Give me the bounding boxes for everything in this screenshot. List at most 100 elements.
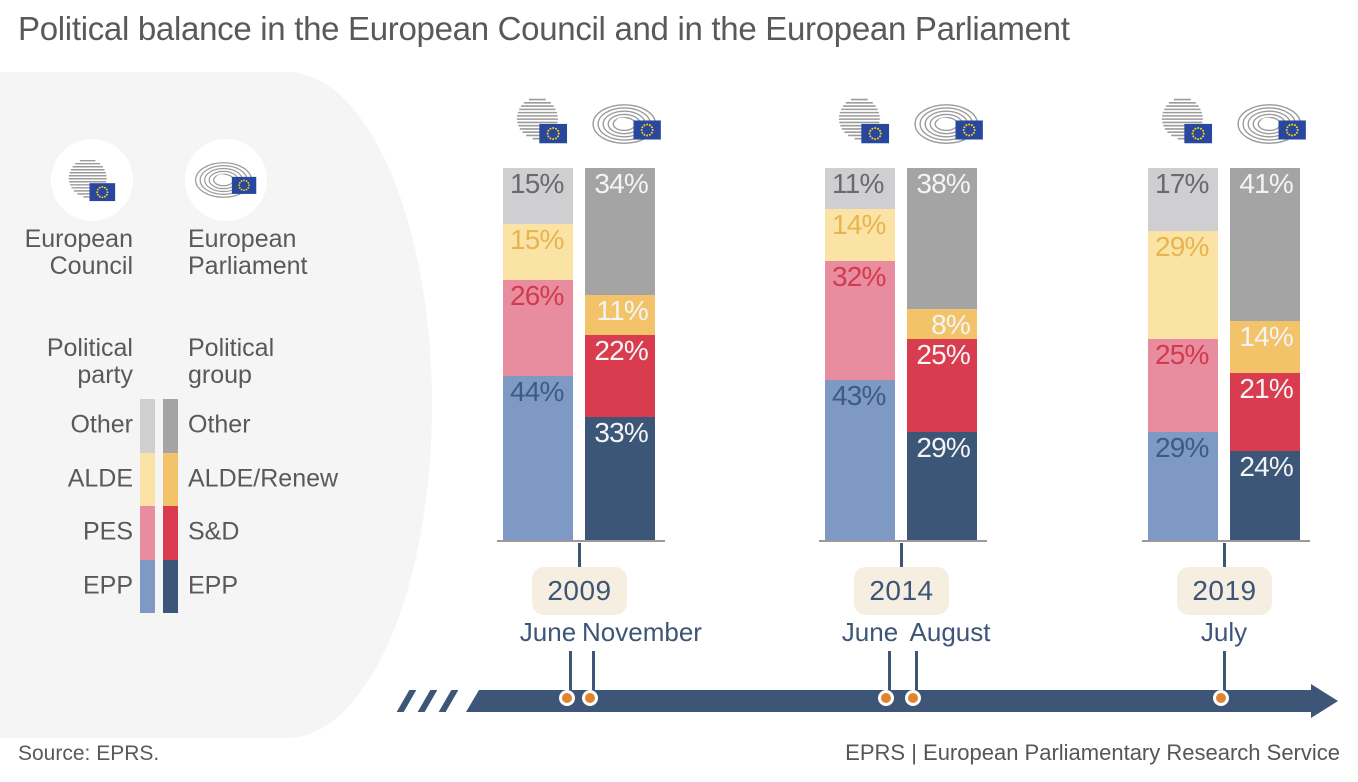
year-label: 2009 [547,575,612,606]
eu-parliament-icon [909,102,989,146]
bar-segment: 44% [503,376,573,540]
parliament-label: European Parliament [188,226,308,280]
segment-value-label: 43% [832,379,886,411]
bar-segment: 21% [1230,372,1300,451]
legend-group-alde-renew: ALDE/Renew [188,464,339,493]
group-color-strip [163,399,178,613]
legend-party-other: Other [70,410,133,439]
legend-color-swatch [163,506,178,560]
parliament-label-line1: European [188,225,297,253]
bar-baseline [1142,540,1310,542]
eu-council-icon [515,95,569,147]
bar-segment: 29% [907,432,977,541]
bar-group-2014: 11% 14% 32% 43% 38% 8% 25% 29% 2014 June August [819,0,993,782]
bar-group-2019: 17% 29% 25% 29% 41% 14% 21% 24% 2019 July [1142,0,1316,782]
month-tick [568,651,572,700]
legend-color-swatch [140,559,155,613]
legend-color-swatch [140,399,155,453]
council-label-line2: Council [49,252,133,280]
timeline-hatch [438,690,459,712]
segment-value-label: 14% [1239,320,1293,352]
council-bar: 11% 14% 32% 43% [825,168,895,540]
segment-value-label: 17% [1155,168,1209,199]
bar-group-2009: 15% 15% 26% 44% 34% 11% 22% 33% 2009 June Novem… [497,0,702,782]
bar-segment: 11% [825,168,895,209]
bar-segment: 11% [585,294,655,336]
year-connector [900,543,903,567]
month-label: July [1200,617,1248,647]
legend-color-swatch [140,452,155,506]
bar-segment: 25% [1148,339,1218,433]
legend-color-swatch [163,559,178,613]
group-title-line1: Political [188,334,275,362]
source-note: Source: EPRS. [18,742,160,765]
timeline-hatch [396,690,417,712]
segment-value-label: 29% [916,432,970,464]
segment-value-label: 11% [596,294,648,326]
bar-segment: 38% [907,168,977,310]
year-badge: 2019 [1177,567,1272,615]
credit-note: EPRS | European Parliamentary Research S… [845,740,1340,765]
party-title-line2: party [77,361,133,389]
month-label: June [841,617,899,647]
segment-value-label: 15% [510,223,564,255]
page-title: Political balance in the European Counci… [18,10,1070,47]
month-tick [1222,651,1226,700]
month-label: November [582,617,702,647]
year-badge: 2014 [854,567,949,615]
legend-color-swatch [163,452,178,506]
segment-value-label: 8% [931,309,971,341]
year-label: 2014 [869,575,934,606]
political-group-column-title: Political group [188,335,274,389]
bar-segment: 24% [1230,450,1300,540]
bar-segment: 14% [1230,320,1300,373]
segment-value-label: 38% [916,168,970,199]
segment-value-label: 32% [832,260,886,292]
bar-segment: 43% [825,379,895,540]
year-badge: 2009 [532,567,627,615]
legend-group-sd: S&D [188,517,240,546]
parliament-bar: 41% 14% 21% 24% [1230,168,1300,540]
timeline-dot [1213,690,1229,706]
bar-segment: 34% [585,168,655,295]
parliament-bar: 34% 11% 22% 33% [585,168,655,540]
segment-value-label: 33% [594,417,648,449]
segment-value-label: 15% [510,168,564,199]
segment-value-label: 24% [1239,450,1293,482]
segment-value-label: 25% [1155,339,1209,371]
legend-party-epp: EPP [82,571,133,600]
month-tick [887,651,891,700]
party-color-strip [140,399,155,613]
council-label-line1: European [24,225,133,253]
legend-group-epp: EPP [188,571,239,600]
legend-party-pes: PES [82,517,133,546]
timeline-dot [905,690,921,706]
bar-segment: 25% [907,339,977,433]
eu-council-icon [837,95,891,147]
segment-value-label: 11% [832,168,884,199]
bar-segment: 15% [503,223,573,280]
council-bar: 17% 29% 25% 29% [1148,168,1218,540]
council-label: European Council [25,226,133,280]
year-label: 2019 [1192,575,1257,606]
bar-segment: 22% [585,335,655,418]
legend-panel: European Council European Parliament Pol… [0,72,432,738]
bar-segment: 29% [1148,432,1218,540]
eu-council-icon [67,157,117,204]
eu-parliament-icon [194,160,258,200]
segment-value-label: 26% [510,279,564,311]
segment-value-label: 21% [1239,372,1293,404]
segment-value-label: 14% [832,208,886,240]
timeline-dot [582,690,598,706]
segment-value-label: 44% [510,376,564,408]
bar-segment: 29% [1148,231,1218,340]
month-tick [914,651,918,700]
bar-segment: 41% [1230,168,1300,321]
parliament-legend-badge [185,139,267,221]
council-bar: 15% 15% 26% 44% [503,168,573,540]
segment-value-label: 22% [594,335,648,367]
segment-value-label: 25% [916,339,970,371]
eu-council-icon [1160,95,1214,147]
timeline-arrowhead-icon [1311,684,1338,718]
bar-segment: 15% [503,168,573,224]
